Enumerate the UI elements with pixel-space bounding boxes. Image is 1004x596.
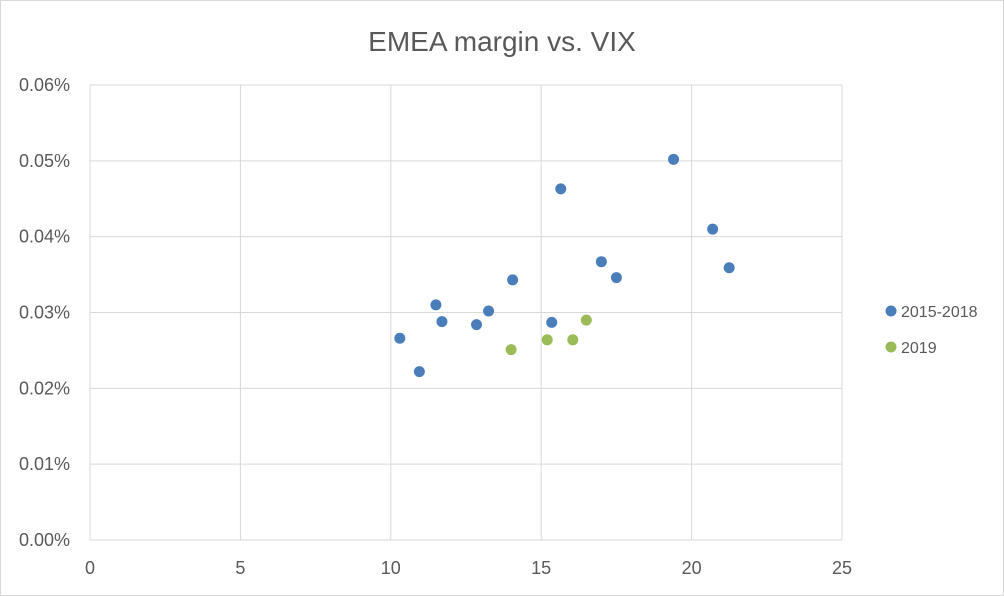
x-tick-label: 20 — [682, 558, 702, 578]
grid-lines — [89, 84, 843, 541]
data-point-series-1 — [555, 183, 567, 195]
data-point-series-1 — [471, 319, 483, 331]
x-tick-label: 0 — [85, 558, 95, 578]
data-point-series-1 — [595, 256, 607, 268]
data-point-series-1 — [668, 153, 680, 165]
chart-title: EMEA margin vs. VIX — [368, 26, 636, 57]
data-point-series-1 — [610, 272, 622, 284]
x-tick-label: 10 — [381, 558, 401, 578]
legend-marker — [885, 341, 897, 353]
data-point-series-2 — [580, 314, 592, 326]
data-points — [394, 153, 735, 378]
y-tick-label: 0.06% — [19, 75, 70, 95]
y-tick-label: 0.05% — [19, 151, 70, 171]
x-tick-label: 25 — [832, 558, 852, 578]
legend-label: 2019 — [901, 340, 937, 357]
data-point-series-1 — [507, 274, 519, 286]
x-tick-label: 5 — [235, 558, 245, 578]
data-point-series-2 — [541, 334, 553, 346]
y-tick-label: 0.04% — [19, 227, 70, 247]
data-point-series-1 — [394, 332, 406, 344]
y-tick-label: 0.01% — [19, 454, 70, 474]
y-tick-label: 0.03% — [19, 303, 70, 323]
x-tick-label: 15 — [531, 558, 551, 578]
legend: 2015-2018 2019 — [885, 304, 978, 357]
data-point-series-1 — [723, 262, 735, 274]
data-point-series-1 — [413, 366, 425, 378]
data-point-series-1 — [430, 299, 442, 311]
data-point-series-2 — [567, 334, 579, 346]
data-point-series-1 — [436, 316, 448, 328]
data-point-series-1 — [546, 316, 558, 328]
data-point-series-1 — [483, 305, 495, 317]
legend-marker — [885, 305, 897, 317]
data-point-series-2 — [505, 344, 517, 356]
data-point-series-1 — [707, 223, 719, 235]
y-axis-tick-labels: 0.00% 0.01% 0.02% 0.03% 0.04% 0.05% 0.06% — [19, 75, 70, 550]
y-tick-label: 0.00% — [19, 530, 70, 550]
y-tick-label: 0.02% — [19, 378, 70, 398]
x-axis-tick-labels: 0 5 10 15 20 25 — [85, 558, 852, 578]
legend-label: 2015-2018 — [901, 304, 978, 321]
